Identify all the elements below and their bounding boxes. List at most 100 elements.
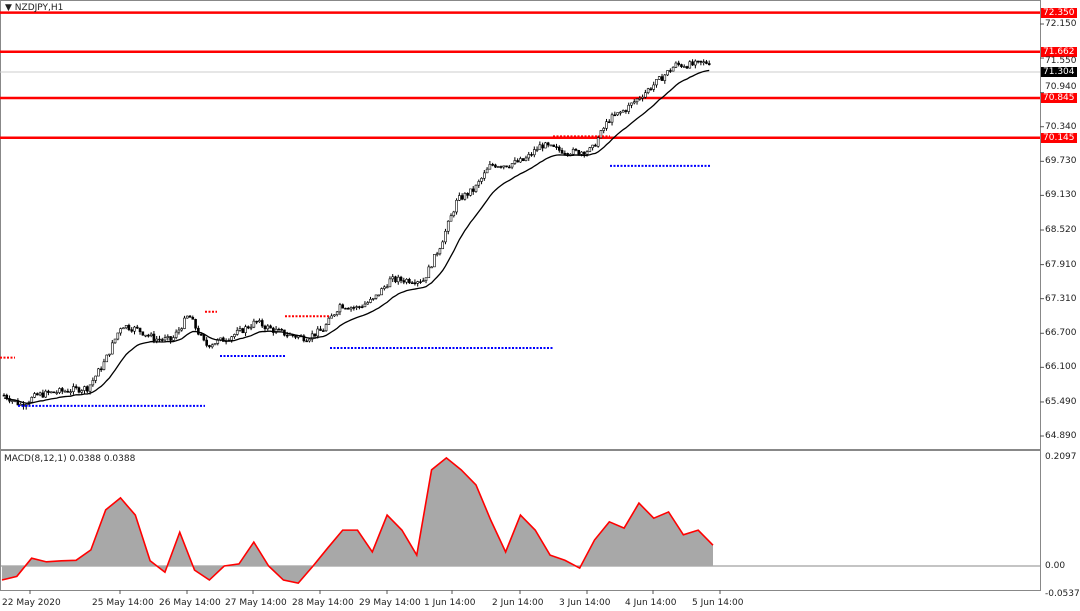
candle — [694, 60, 697, 66]
candle — [80, 390, 84, 393]
candle — [99, 368, 103, 371]
candle — [238, 328, 242, 331]
candle — [508, 166, 511, 169]
candle — [188, 315, 192, 318]
candle — [577, 150, 581, 155]
candle — [644, 92, 647, 98]
chart-title[interactable]: ▼ NZDJPY,H1 — [5, 3, 64, 13]
candle — [458, 195, 461, 201]
candle — [58, 388, 61, 393]
candle — [285, 334, 289, 337]
candle — [205, 339, 208, 346]
candle — [124, 325, 128, 329]
candle — [410, 282, 414, 285]
candle — [363, 303, 367, 308]
y-tick-label: 70.940 — [1045, 82, 1077, 92]
x-tick-label: 25 May 14:00 — [92, 598, 154, 608]
y-tick-label: 71.550 — [1045, 56, 1077, 66]
candle — [696, 60, 700, 63]
triangle-down-icon[interactable]: ▼ — [5, 3, 12, 13]
candle — [374, 294, 378, 299]
y-tick-label: 65.490 — [1045, 397, 1077, 407]
candle — [263, 325, 267, 330]
candle — [513, 160, 517, 164]
candle — [471, 188, 475, 192]
candle — [330, 315, 333, 319]
candle — [155, 338, 159, 342]
candle — [671, 66, 675, 72]
candle — [185, 315, 189, 319]
level-price-tag: 72.350 — [1041, 8, 1077, 18]
candle — [194, 319, 197, 329]
y-tick-label: 69.730 — [1045, 156, 1077, 166]
x-tick-label: 26 May 14:00 — [159, 598, 221, 608]
candle — [377, 294, 381, 297]
candle — [63, 390, 67, 393]
y-tick-label: 67.310 — [1045, 294, 1077, 304]
candle — [38, 392, 42, 396]
candle — [127, 325, 131, 330]
macd-y-tick-label: -0.0537 — [1045, 589, 1080, 599]
candle — [691, 61, 694, 66]
candle — [605, 121, 608, 129]
candle — [502, 165, 506, 168]
candle — [702, 61, 705, 64]
candle — [77, 387, 81, 393]
candle — [433, 254, 436, 268]
candle — [169, 336, 172, 341]
candle — [260, 320, 264, 327]
x-tick-label: 29 May 14:00 — [359, 598, 421, 608]
candle — [269, 325, 272, 329]
candle — [244, 326, 247, 334]
candle — [624, 110, 628, 112]
candle — [41, 392, 45, 398]
candle — [408, 279, 411, 284]
candle — [466, 193, 469, 196]
candle — [61, 388, 64, 392]
candle — [488, 164, 492, 170]
candle — [252, 320, 256, 328]
candle — [258, 320, 261, 323]
candle — [235, 330, 239, 335]
candle — [688, 61, 692, 69]
candle — [208, 345, 211, 348]
candle — [274, 328, 278, 333]
y-tick-label: 72.150 — [1045, 19, 1077, 29]
candle — [277, 328, 281, 331]
candle — [613, 114, 617, 117]
candle — [546, 142, 550, 146]
candle — [19, 404, 22, 406]
y-tick-label: 70.340 — [1045, 122, 1077, 132]
candle — [394, 276, 397, 283]
candle — [94, 375, 97, 381]
candle — [552, 144, 556, 147]
candle — [574, 148, 578, 151]
candle — [435, 253, 439, 256]
candle — [149, 333, 153, 337]
candle — [308, 338, 311, 342]
candle — [97, 368, 100, 377]
y-tick-label: 64.890 — [1045, 431, 1077, 441]
candle — [266, 325, 270, 330]
candle — [388, 278, 392, 288]
candle — [538, 144, 542, 150]
candle — [247, 326, 250, 329]
candle — [324, 324, 328, 332]
candle — [33, 393, 36, 398]
candle — [233, 334, 236, 338]
candle — [371, 298, 375, 300]
candle — [510, 163, 514, 168]
candle — [483, 172, 486, 179]
candle — [632, 101, 636, 104]
candle — [544, 142, 547, 149]
price-panel-frame — [0, 0, 1041, 450]
candle — [396, 276, 400, 283]
candle — [69, 391, 72, 393]
candle — [402, 280, 406, 283]
candle — [419, 281, 422, 283]
y-tick-label: 69.130 — [1045, 190, 1077, 200]
candle — [2, 394, 6, 397]
candle — [641, 96, 644, 99]
candle — [138, 327, 142, 333]
